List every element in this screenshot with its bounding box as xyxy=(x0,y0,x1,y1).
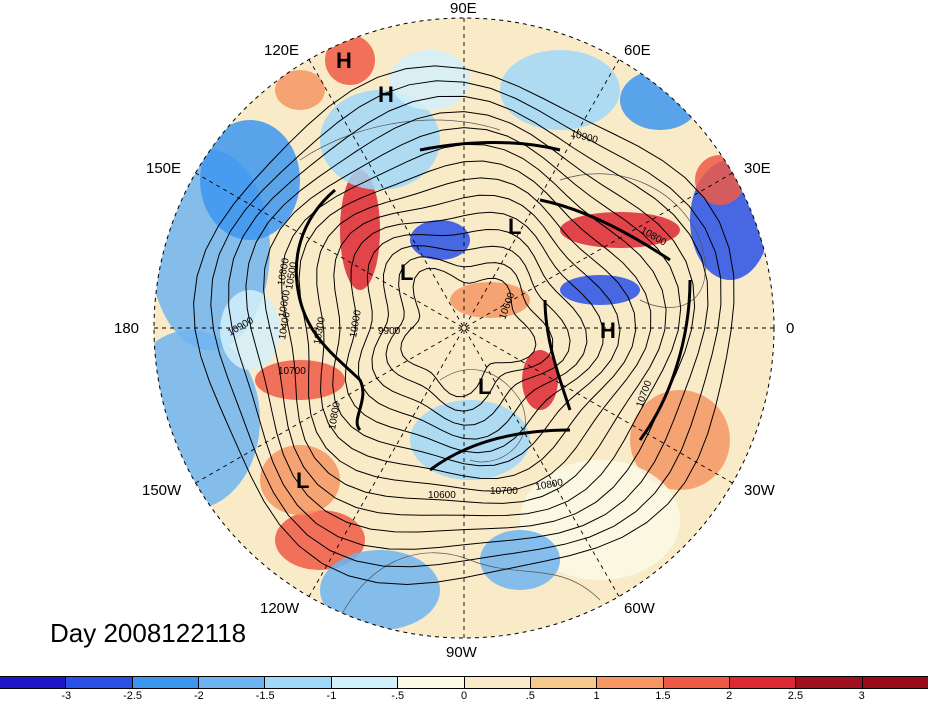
height-contour xyxy=(228,95,709,550)
anomaly-blob xyxy=(410,400,530,480)
lon-label-60w: 60W xyxy=(624,600,655,617)
height-contour xyxy=(245,111,696,533)
height-contour xyxy=(263,127,682,517)
colorbar-tick-label: 1 xyxy=(593,690,600,702)
high-center: H xyxy=(336,48,352,73)
pressure-centers: H H L L L H L xyxy=(296,48,616,493)
height-contour xyxy=(385,256,554,412)
contour-label: 10400 xyxy=(277,311,293,341)
colorbar-tick-label: 3 xyxy=(858,690,865,702)
colorbar-swatch xyxy=(131,677,199,688)
anomaly-blob xyxy=(560,275,640,305)
colorbar xyxy=(0,676,928,689)
lon-label-30w: 30W xyxy=(744,482,775,499)
contour-label: 10000 xyxy=(348,309,364,339)
contour-label: 10600 xyxy=(428,490,456,501)
anomaly-blob xyxy=(255,360,345,400)
contour-label: 10700 xyxy=(490,486,518,497)
contour-label: 10800 xyxy=(535,477,565,493)
anomaly-blob xyxy=(200,120,300,240)
height-contour xyxy=(298,160,652,492)
contour-label: 10300 xyxy=(312,316,328,346)
colorbar-tick-label: .5 xyxy=(525,690,535,702)
colorbar-tick-label: 1.5 xyxy=(655,690,671,702)
contour-label: 10600 xyxy=(277,289,293,319)
contour-label: 10500 xyxy=(284,261,300,291)
colorbar-swatch xyxy=(529,677,597,688)
colorbar-tick-label: -3 xyxy=(61,690,72,702)
height-contour xyxy=(316,177,637,480)
colorbar-tick-label: 2.5 xyxy=(787,690,804,702)
contour-label: 9900 xyxy=(378,326,401,337)
lon-label-120w: 120W xyxy=(260,600,300,617)
colorbar-swatch xyxy=(463,677,530,688)
anomaly-blob xyxy=(390,50,470,110)
anomaly-blob xyxy=(320,90,440,190)
anomaly-blob xyxy=(220,290,280,370)
colorbar-swatch xyxy=(728,677,796,688)
lon-label-120e: 120E xyxy=(264,42,300,59)
colorbar-swatch xyxy=(596,677,663,688)
colorbar-swatch xyxy=(330,677,398,688)
height-contour xyxy=(193,65,735,586)
colorbar-swatch xyxy=(264,677,331,688)
lon-label-150e: 150E xyxy=(146,160,182,177)
colorbar-swatch xyxy=(662,677,729,688)
low-center: L xyxy=(296,468,309,493)
height-contour xyxy=(371,245,571,426)
lon-label-0: 0 xyxy=(786,320,795,337)
colorbar-tick-label: -1.5 xyxy=(255,690,275,702)
anomaly-blob xyxy=(410,220,470,260)
low-center: L xyxy=(508,214,521,239)
colorbar-swatch xyxy=(397,677,464,688)
lon-label-30e: 30E xyxy=(744,160,771,177)
colorbar-tick-label: -2 xyxy=(193,690,204,702)
high-center: H xyxy=(600,318,616,343)
anomaly-blob xyxy=(500,50,620,130)
anomaly-blob xyxy=(522,350,558,410)
lon-label-180: 180 xyxy=(114,320,140,337)
anomaly-blob xyxy=(320,550,440,630)
height-contour xyxy=(332,194,621,467)
height-contour xyxy=(344,211,604,454)
colorbar-swatch xyxy=(0,677,66,688)
anomaly-blob xyxy=(325,35,375,85)
colorbar-swatch xyxy=(861,677,928,688)
colorbar-swatch xyxy=(795,677,862,688)
lon-label-60e: 60E xyxy=(624,42,651,59)
colorbar-tick-label: -.5 xyxy=(391,690,405,702)
low-center: L xyxy=(478,374,491,399)
colorbar-tick-label: -1 xyxy=(326,690,337,702)
anomaly-blob xyxy=(275,70,325,110)
height-contour xyxy=(280,143,667,504)
contour-label: 10800 xyxy=(327,401,343,431)
high-center: H xyxy=(378,82,394,107)
anomaly-blob xyxy=(450,282,530,318)
anomaly-blob xyxy=(620,70,700,130)
day-label: Day 2008122118 xyxy=(50,618,247,648)
colorbar-swatch xyxy=(198,677,265,688)
contour-label: 10700 xyxy=(278,366,306,377)
anomaly-blob xyxy=(480,530,560,590)
anomaly-blob xyxy=(695,155,745,205)
anomaly-blob xyxy=(520,460,680,580)
contour-label: 10800 xyxy=(276,257,292,287)
colorbar-tick-label: 2 xyxy=(726,690,733,702)
height-contour xyxy=(357,228,588,440)
low-center: L xyxy=(400,260,413,285)
colorbar-tick-label: -2.5 xyxy=(123,690,143,702)
lon-label-90e: 90E xyxy=(450,0,477,17)
colorbar-tick-label: 0 xyxy=(460,690,468,702)
colorbar-swatch xyxy=(65,677,132,688)
height-contour xyxy=(210,80,722,568)
anomaly-blob xyxy=(340,170,380,290)
lon-label-90w: 90W xyxy=(446,644,477,661)
anomaly-blob xyxy=(260,445,340,515)
lon-label-150w: 150W xyxy=(142,482,182,499)
